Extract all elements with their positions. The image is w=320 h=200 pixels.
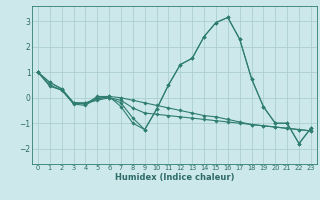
X-axis label: Humidex (Indice chaleur): Humidex (Indice chaleur) — [115, 173, 234, 182]
